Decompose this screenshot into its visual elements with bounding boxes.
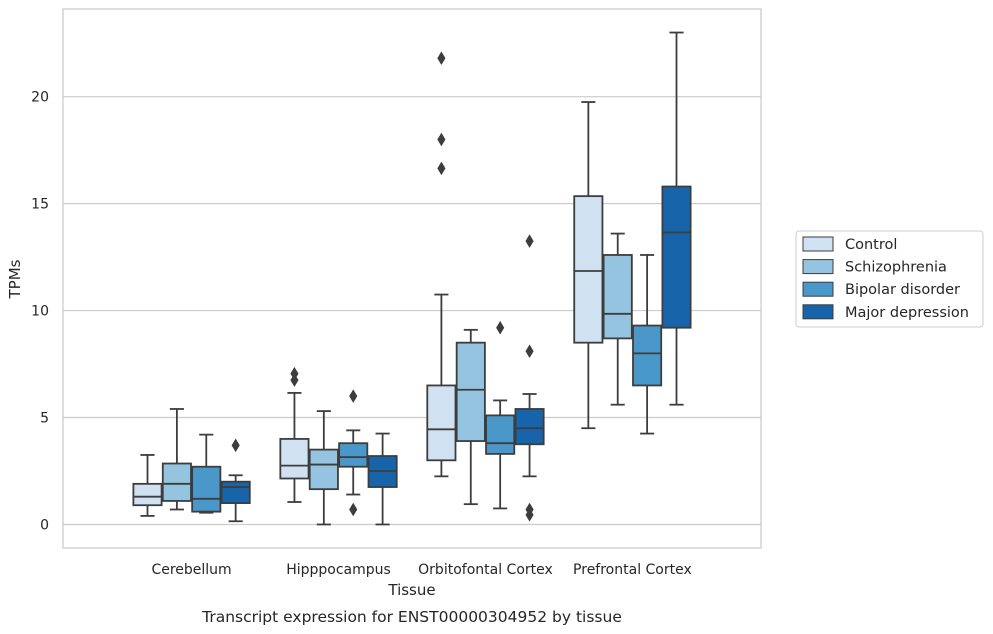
x-tick-label: Prefrontal Cortex <box>573 562 692 578</box>
box-iqr <box>602 254 633 340</box>
box-group <box>191 433 222 514</box>
y-tick-label: 15 <box>31 197 49 213</box>
y-gridlines <box>63 96 761 526</box>
box-group <box>338 389 369 517</box>
y-tick-labels: 0 5 10 15 20 <box>31 90 49 534</box>
legend-swatch <box>802 236 834 252</box>
outlier-point <box>437 132 446 147</box>
box-group <box>632 254 663 435</box>
x-tick-labels: Cerebellum Hipppocampus Orbitofontal Corte… <box>151 562 691 578</box>
box-iqr <box>220 480 251 504</box>
legend-item: Bipolar disorder <box>802 281 960 298</box>
box-iqr <box>132 482 163 507</box>
outlier-point <box>525 344 534 358</box>
box-iqr <box>338 442 369 468</box>
legend: Control Schizophrenia Bipolar disorder Majo… <box>795 230 984 328</box>
y-axis-label: TPMs <box>6 259 24 299</box>
x-tick-label: Orbitofontal Cortex <box>418 562 553 578</box>
box-iqr <box>514 408 545 446</box>
box-group <box>279 366 310 503</box>
box-group <box>602 232 633 406</box>
outlier-point <box>525 234 534 248</box>
plot-area <box>63 9 761 548</box>
outlier-point <box>349 502 358 517</box>
box-group <box>455 328 486 506</box>
box-group <box>161 408 192 511</box>
outlier-point <box>496 320 505 335</box>
box-group <box>367 432 398 526</box>
box-group <box>308 410 339 526</box>
box-iqr <box>426 384 457 462</box>
x-tick-label: Hipppocampus <box>286 562 391 578</box>
legend-item: Control <box>802 236 897 253</box>
outlier-point <box>437 161 446 176</box>
box-iqr <box>161 462 192 502</box>
legend-items: Control Schizophrenia Bipolar disorder Majo… <box>802 236 969 321</box>
box-group <box>485 320 516 510</box>
legend-label: Bipolar disorder <box>845 282 960 298</box>
legend-swatch <box>802 259 834 275</box>
box-group <box>220 438 251 523</box>
legend-swatch <box>802 281 834 297</box>
box-iqr <box>661 185 692 329</box>
box-group <box>573 101 604 430</box>
legend-swatch <box>802 304 834 320</box>
y-tick-label: 10 <box>31 304 49 320</box>
outlier-point <box>231 438 240 453</box>
box-iqr <box>455 341 486 442</box>
x-tick-label: Cerebellum <box>151 562 231 578</box>
outlier-point <box>437 51 446 65</box>
box-iqr <box>632 324 663 387</box>
legend-label: Control <box>845 237 897 253</box>
box-marks <box>132 31 692 526</box>
box-group <box>514 234 545 522</box>
plot-frame <box>62 8 762 549</box>
box-iqr <box>485 414 516 455</box>
y-tick-label: 5 <box>40 411 49 427</box>
box-group <box>661 31 692 406</box>
legend-item: Schizophrenia <box>802 259 947 276</box>
outlier-point <box>349 389 358 403</box>
box-iqr <box>308 448 339 491</box>
y-tick-label: 0 <box>40 517 49 533</box>
figure-caption: Transcript expression for ENST0000030495… <box>201 608 622 626</box>
outlier-point <box>290 366 299 381</box>
legend-item: Major depression <box>802 304 969 321</box>
legend-label: Major depression <box>845 305 969 321</box>
box-group <box>132 454 163 517</box>
box-iqr <box>573 195 604 344</box>
box-iqr <box>191 465 222 513</box>
outlier-point <box>525 502 534 517</box>
legend-frame <box>795 230 984 328</box>
box-iqr <box>279 438 310 480</box>
legend-label: Schizophrenia <box>845 260 947 276</box>
box-group <box>426 51 457 478</box>
x-axis-label: Tissue <box>387 581 435 599</box>
y-tick-label: 20 <box>31 90 49 106</box>
